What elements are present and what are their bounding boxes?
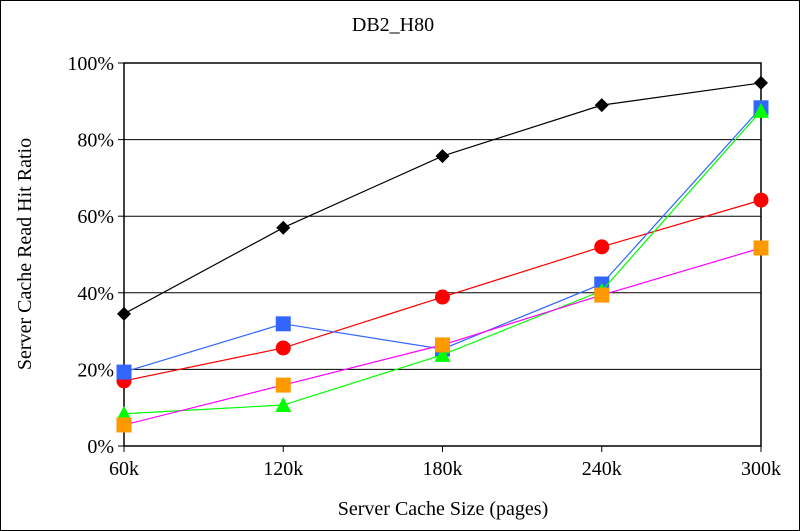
y-tick-label: 80% [77, 130, 114, 152]
x-tick-label: 240k [582, 458, 622, 480]
series-line [123, 247, 762, 426]
x-tick-label: 180k [423, 458, 463, 480]
series-black-diamond [117, 75, 768, 321]
series-orange-square [116, 240, 769, 433]
y-tick-label: 40% [77, 283, 114, 305]
series-line [123, 107, 762, 373]
diamond-marker [276, 220, 291, 235]
circle-marker [435, 289, 450, 305]
x-tick-label: 60k [109, 458, 139, 480]
x-axis-label: Server Cache Size (pages) [338, 498, 548, 520]
square-marker [753, 240, 769, 256]
circle-marker [594, 239, 610, 255]
y-tick-label: 0% [87, 436, 114, 458]
series-green-triangle [116, 102, 769, 421]
y-axis-label: Server Cache Read Hit Ratio [14, 138, 36, 370]
square-marker [275, 316, 291, 332]
square-marker [116, 364, 132, 380]
square-marker [116, 417, 132, 433]
x-tick-label: 120k [263, 458, 303, 480]
x-tick-label: 300k [741, 458, 781, 480]
triangle-marker [753, 102, 769, 118]
y-tick-label: 20% [77, 359, 114, 381]
diamond-marker [117, 306, 131, 321]
y-tick-label: 60% [77, 206, 114, 228]
y-tick-label: 100% [67, 53, 114, 75]
triangle-marker [275, 397, 292, 413]
diamond-marker [754, 75, 768, 90]
circle-marker [753, 192, 769, 208]
triangle-marker [116, 405, 132, 421]
diamond-marker [435, 149, 450, 164]
square-marker [594, 287, 610, 303]
series-line [123, 82, 762, 315]
circle-marker [275, 340, 291, 356]
square-marker [275, 377, 291, 393]
square-marker [435, 337, 450, 353]
diamond-marker [594, 98, 609, 113]
plot-area-border [123, 62, 762, 447]
chart-title: DB2_H80 [352, 14, 434, 36]
triangle-marker [434, 346, 451, 362]
